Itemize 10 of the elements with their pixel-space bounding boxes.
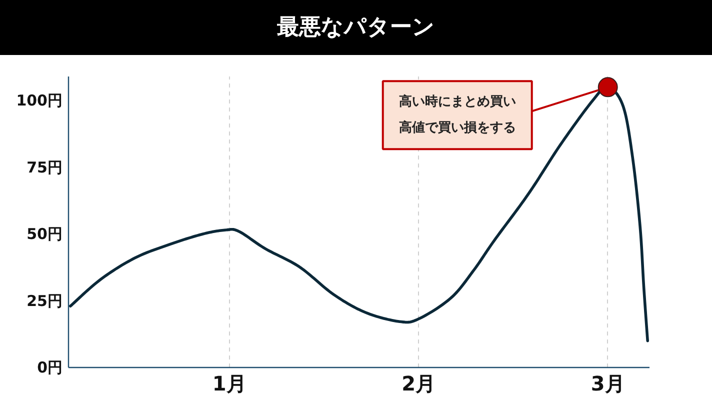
x-tick-label: 1月 bbox=[212, 372, 246, 396]
x-tick-label: 3月 bbox=[590, 372, 625, 396]
y-tick-label: 25円 bbox=[26, 292, 62, 310]
y-tick-label: 75円 bbox=[26, 158, 62, 176]
annotation: 高い時にまとめ買い高値で買い損をする bbox=[398, 94, 516, 136]
x-tick-label: 2月 bbox=[402, 372, 436, 396]
y-tick-label: 0円 bbox=[37, 358, 62, 376]
chart-title: 最悪なパターン bbox=[277, 14, 435, 42]
y-tick-label: 50円 bbox=[26, 225, 62, 244]
y-tick-label: 100円 bbox=[16, 92, 62, 110]
